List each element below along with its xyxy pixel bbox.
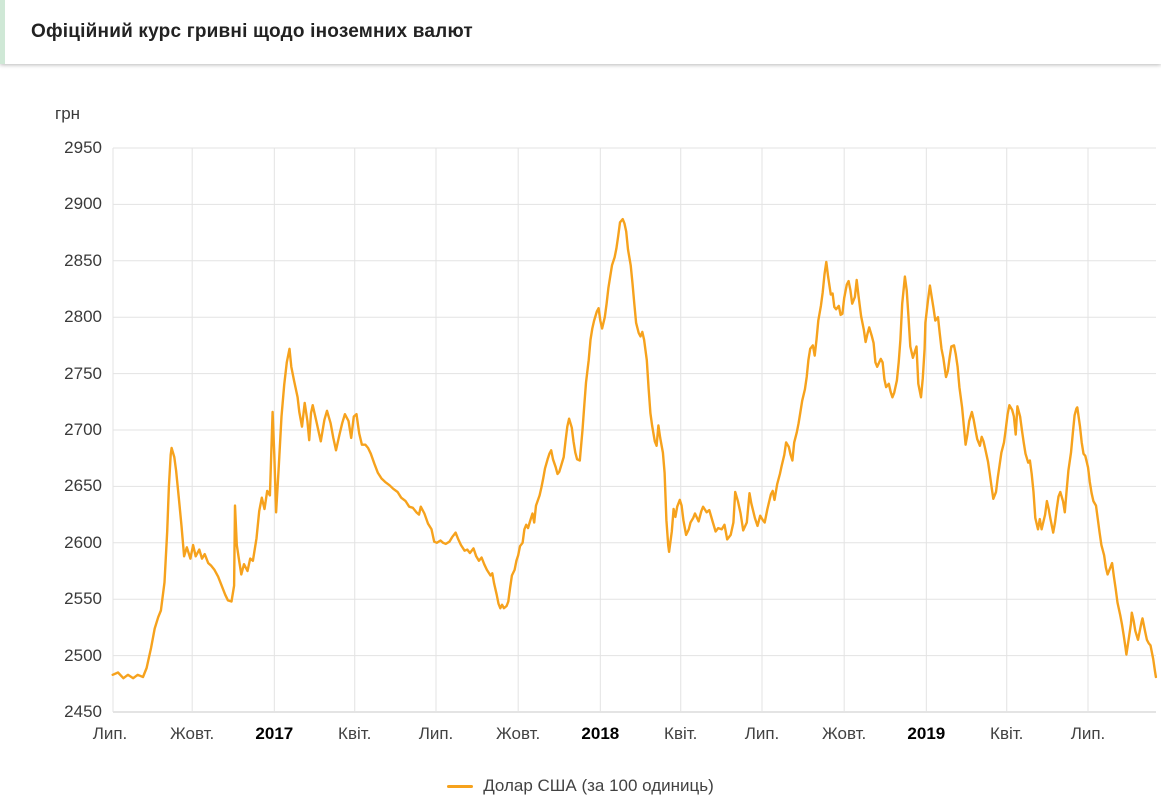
legend-line-marker-icon: [447, 784, 474, 788]
legend-label: Долар США (за 100 одиниць): [483, 776, 714, 795]
legend: Долар США (за 100 одиниць): [0, 776, 1161, 796]
series-line-usd[interactable]: [111, 217, 1158, 680]
y-axis-unit-label: грн: [55, 104, 81, 123]
page-title: Офіційний курс гривні щодо іноземних вал…: [31, 21, 473, 42]
line-chart-plot-area[interactable]: [0, 68, 1161, 806]
chart-card: грн 2450 2500 2550 2600 2650 2700 2750 2800 2850…: [0, 68, 1161, 806]
header: Офіційний курс гривні щодо іноземних вал…: [0, 0, 1161, 64]
legend-item-usd[interactable]: Долар США (за 100 одиниць): [447, 776, 714, 796]
